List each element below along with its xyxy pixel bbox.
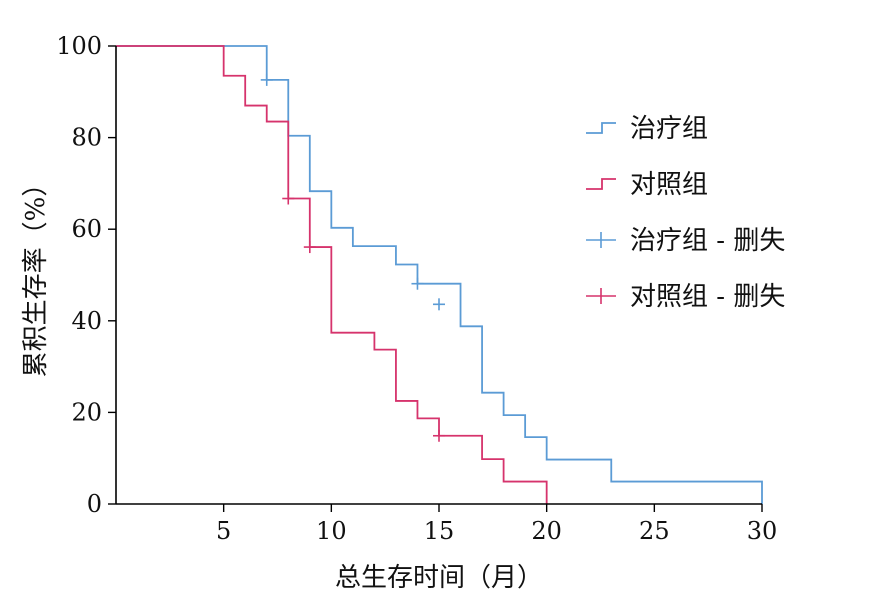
- y-axis-title: 累积生存率（%）: [21, 171, 51, 378]
- axis-ticks: 5 10 15 20 25 30 0 20 40 60 80 100: [56, 32, 777, 545]
- censor-mark: [282, 192, 295, 205]
- legend-item: 治疗组 - 删失: [586, 226, 785, 256]
- legend-label: 治疗组: [630, 114, 708, 144]
- legend-label: 治疗组 - 删失: [630, 226, 785, 256]
- x-tick-label: 20: [531, 517, 562, 545]
- y-tick-label: 100: [56, 32, 102, 60]
- legend-label: 对照组 - 删失: [630, 282, 785, 312]
- x-tick-label: 5: [216, 517, 231, 545]
- censor-mark: [433, 298, 445, 311]
- censor-mark: [411, 277, 424, 290]
- x-axis-title: 总生存时间（月）: [335, 563, 543, 593]
- y-tick-label: 80: [71, 124, 102, 152]
- legend-item: 对照组 - 删失: [586, 282, 785, 312]
- x-tick-label: 30: [747, 517, 778, 545]
- y-tick-label: 60: [71, 215, 102, 243]
- series-control-line: [116, 45, 548, 504]
- legend-item: 对照组: [586, 170, 708, 200]
- legend-step-swatch: [586, 178, 616, 190]
- x-tick-label: 25: [639, 517, 670, 545]
- legend-step-swatch: [586, 122, 616, 134]
- legend-label: 对照组: [630, 170, 708, 200]
- x-tick-label: 10: [316, 517, 347, 545]
- y-tick-label: 0: [87, 490, 102, 518]
- censor-mark: [433, 429, 445, 442]
- x-tick-label: 15: [424, 517, 455, 545]
- censor-mark: [303, 241, 316, 254]
- plot-area: [116, 45, 763, 504]
- legend-item: 治疗组: [586, 114, 708, 144]
- censor-mark: [260, 73, 273, 86]
- y-tick-label: 20: [71, 398, 102, 426]
- y-tick-label: 40: [71, 307, 102, 335]
